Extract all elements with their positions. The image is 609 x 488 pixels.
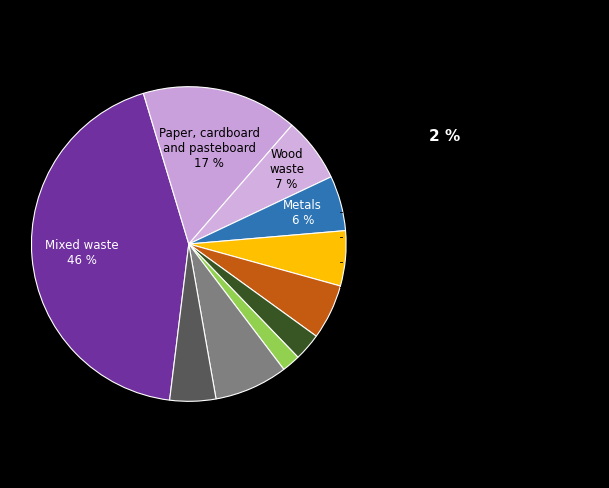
Text: Other 8 %: Other 8 %: [336, 181, 396, 194]
Text: - Other 4 %: - Other 4 %: [336, 207, 403, 217]
Wedge shape: [189, 231, 346, 286]
Text: - Scrapped vehicles 1 %: - Scrapped vehicles 1 %: [336, 232, 473, 242]
Text: Paper, cardboard
and pasteboard
17 %: Paper, cardboard and pasteboard 17 %: [159, 127, 259, 170]
Text: 2 %: 2 %: [429, 129, 460, 144]
Wedge shape: [189, 177, 345, 244]
Text: Metals
6 %: Metals 6 %: [283, 199, 322, 227]
Text: - Sludge 0.5 %: - Sludge 0.5 %: [336, 307, 421, 317]
Wedge shape: [189, 244, 298, 369]
Text: Wood
waste
7 %: Wood waste 7 %: [269, 148, 304, 191]
Text: - EE-waste  1 %: - EE-waste 1 %: [336, 257, 426, 267]
Text: Mixed waste
46 %: Mixed waste 46 %: [46, 239, 119, 267]
Wedge shape: [189, 244, 340, 336]
Wedge shape: [189, 244, 284, 399]
Wedge shape: [189, 125, 331, 244]
Text: - Concrete and bricks  0.2 %: - Concrete and bricks 0.2 %: [336, 332, 497, 342]
Wedge shape: [170, 244, 216, 401]
Text: - Glass 1 %: - Glass 1 %: [336, 282, 401, 292]
Wedge shape: [32, 93, 189, 400]
Wedge shape: [189, 244, 316, 357]
Wedge shape: [143, 87, 292, 244]
